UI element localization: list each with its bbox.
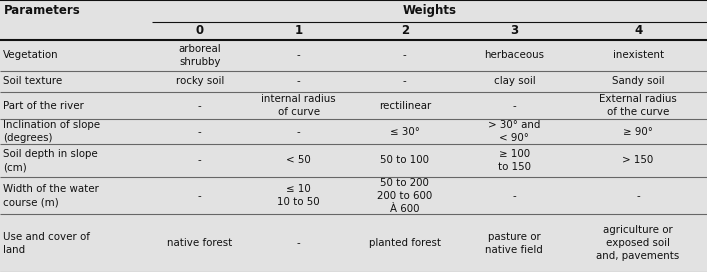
Text: Parameters: Parameters — [4, 4, 81, 17]
Text: Weights: Weights — [402, 4, 457, 17]
Text: 4: 4 — [634, 24, 642, 38]
Text: -: - — [198, 191, 201, 201]
Text: Soil texture: Soil texture — [3, 76, 62, 86]
Text: 1: 1 — [295, 24, 303, 38]
Text: pasture or
native field: pasture or native field — [486, 232, 543, 255]
Text: ≥ 90°: ≥ 90° — [623, 127, 653, 137]
Text: agriculture or
exposed soil
and, pavements: agriculture or exposed soil and, pavemen… — [597, 225, 679, 261]
Text: -: - — [297, 127, 300, 137]
Text: -: - — [297, 238, 300, 248]
Text: > 150: > 150 — [622, 156, 654, 165]
Text: -: - — [198, 156, 201, 165]
Text: inexistent: inexistent — [612, 50, 664, 60]
Text: -: - — [198, 127, 201, 137]
Text: planted forest: planted forest — [369, 238, 440, 248]
Text: Vegetation: Vegetation — [3, 50, 59, 60]
Text: rocky soil: rocky soil — [175, 76, 224, 86]
Text: -: - — [636, 191, 640, 201]
Text: arboreal
shrubby: arboreal shrubby — [178, 44, 221, 67]
Text: ≤ 10
10 to 50: ≤ 10 10 to 50 — [277, 184, 320, 207]
Text: -: - — [513, 101, 516, 111]
Text: native forest: native forest — [167, 238, 233, 248]
Text: clay soil: clay soil — [493, 76, 535, 86]
Text: > 30° and
< 90°: > 30° and < 90° — [488, 120, 541, 143]
Text: Use and cover of
land: Use and cover of land — [3, 232, 90, 255]
Text: 3: 3 — [510, 24, 518, 38]
Text: ≥ 100
to 150: ≥ 100 to 150 — [498, 149, 531, 172]
Text: < 50: < 50 — [286, 156, 311, 165]
Text: -: - — [297, 50, 300, 60]
Text: rectilinear: rectilinear — [379, 101, 431, 111]
Text: Width of the water
course (m): Width of the water course (m) — [3, 184, 99, 207]
Text: 2: 2 — [401, 24, 409, 38]
Text: herbaceous: herbaceous — [484, 50, 544, 60]
Text: -: - — [403, 50, 407, 60]
Text: Part of the river: Part of the river — [3, 101, 83, 111]
Text: 50 to 100: 50 to 100 — [380, 156, 429, 165]
Text: -: - — [513, 191, 516, 201]
Text: Inclination of slope
(degrees): Inclination of slope (degrees) — [3, 120, 100, 143]
Text: Soil depth in slope
(cm): Soil depth in slope (cm) — [3, 149, 98, 172]
Text: -: - — [403, 76, 407, 86]
Text: -: - — [297, 76, 300, 86]
Text: Sandy soil: Sandy soil — [612, 76, 665, 86]
Text: internal radius
of curve: internal radius of curve — [262, 94, 336, 118]
Text: 50 to 200
200 to 600
À 600: 50 to 200 200 to 600 À 600 — [377, 178, 433, 214]
Text: ≤ 30°: ≤ 30° — [390, 127, 420, 137]
Text: External radius
of the curve: External radius of the curve — [600, 94, 677, 118]
Text: -: - — [198, 101, 201, 111]
Text: 0: 0 — [196, 24, 204, 38]
